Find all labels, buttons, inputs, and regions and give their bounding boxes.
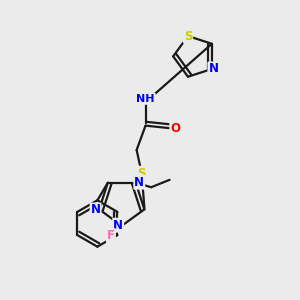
Text: N: N — [208, 62, 218, 76]
Text: O: O — [170, 122, 180, 135]
Text: NH: NH — [136, 94, 155, 104]
Text: F: F — [107, 229, 115, 242]
Text: N: N — [134, 176, 144, 189]
Text: S: S — [184, 29, 192, 43]
Text: N: N — [91, 203, 100, 217]
Text: N: N — [113, 219, 123, 232]
Text: S: S — [137, 167, 146, 180]
